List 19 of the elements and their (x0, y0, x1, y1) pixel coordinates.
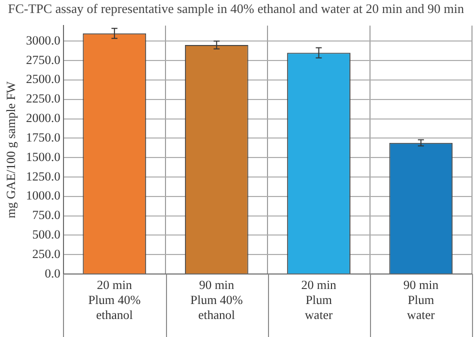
y-tick-label: 500.0 (32, 227, 60, 242)
y-tick-label: 250.0 (32, 246, 60, 261)
y-tick-label: 1250.0 (26, 169, 60, 184)
y-tick-label: 0.0 (44, 266, 60, 280)
x-tick-label: 20 min Plum water (301, 278, 338, 322)
y-tick-label: 1500.0 (26, 150, 60, 164)
y-axis-title: mg GAE/100 g sample FW (4, 81, 18, 218)
x-tick-label: 90 min Plum water (403, 278, 440, 322)
x-tick-label: 20 min Plum 40% ethanol (88, 278, 141, 322)
y-tick-label: 1750.0 (26, 130, 60, 144)
chart-title: FC-TPC assay of representative sample in 40% ethanol and water at 20 min and 90 min (8, 1, 464, 16)
y-tick-label: 750.0 (32, 208, 60, 222)
y-tick-label: 2750.0 (26, 52, 60, 67)
x-tick-label: 90 min Plum 40% ethanol (190, 278, 243, 322)
y-tick-label: 2500.0 (26, 72, 60, 86)
y-tick-label: 1000.0 (26, 188, 60, 203)
y-tick-label: 2000.0 (26, 111, 60, 126)
y-tick-label: 3000.0 (26, 33, 60, 48)
y-tick-label: 2250.0 (26, 92, 60, 106)
